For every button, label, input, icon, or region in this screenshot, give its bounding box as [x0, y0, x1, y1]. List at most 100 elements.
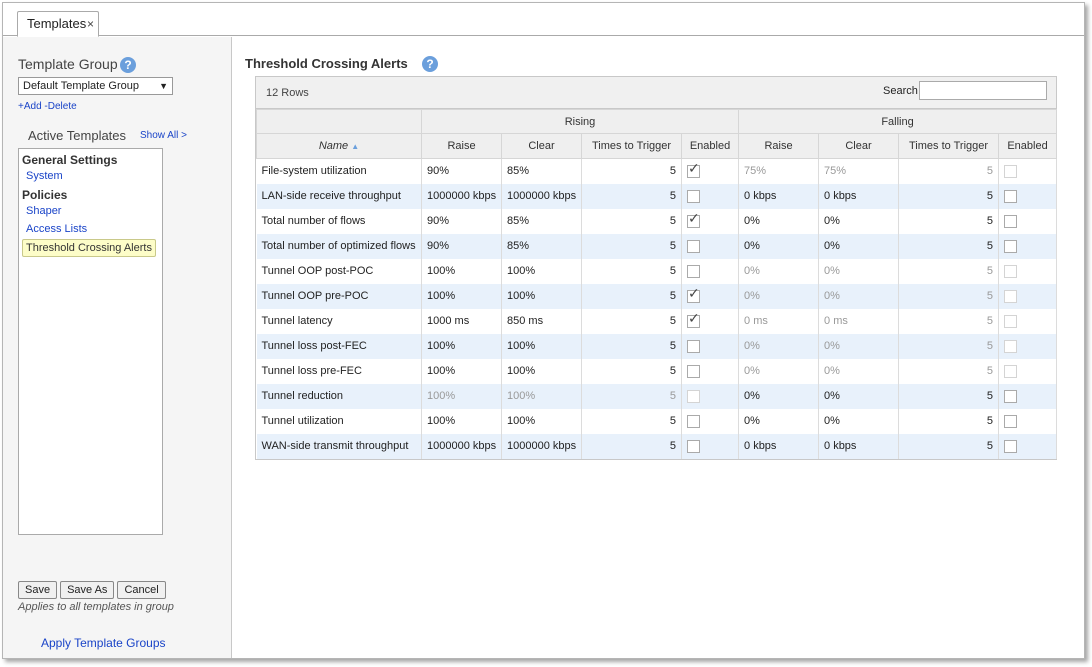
- row-name[interactable]: Tunnel latency: [256, 308, 422, 334]
- falling-clear-cell[interactable]: 0%: [818, 408, 900, 434]
- rising-clear-cell[interactable]: 100%: [501, 358, 582, 384]
- row-name[interactable]: File-system utilization: [256, 158, 422, 184]
- column-header-falling-enabled[interactable]: Enabled: [998, 133, 1058, 159]
- rising-times-cell[interactable]: 5: [581, 258, 682, 284]
- falling-times-cell[interactable]: 5: [898, 308, 1000, 334]
- row-name[interactable]: Tunnel OOP post-POC: [256, 258, 422, 284]
- falling-times-cell[interactable]: 5: [898, 283, 1000, 309]
- column-header-falling-clear[interactable]: Clear: [818, 133, 900, 159]
- falling-clear-cell[interactable]: 0%: [818, 283, 900, 309]
- falling-raise-cell[interactable]: 0%: [738, 358, 820, 384]
- row-name[interactable]: WAN-side transmit throughput: [256, 433, 422, 459]
- falling-raise-cell[interactable]: 0%: [738, 333, 820, 359]
- row-name[interactable]: Tunnel utilization: [256, 408, 422, 434]
- falling-raise-cell[interactable]: 0%: [738, 258, 820, 284]
- row-name[interactable]: Tunnel loss post-FEC: [256, 333, 422, 359]
- column-header-rising-clear[interactable]: Clear: [501, 133, 582, 159]
- rising-enabled-checkbox[interactable]: [687, 311, 700, 328]
- row-name[interactable]: Total number of optimized flows: [256, 233, 422, 259]
- tree-item-threshold-crossing-alerts[interactable]: Threshold Crossing Alerts: [22, 239, 156, 257]
- falling-clear-cell[interactable]: 0%: [818, 208, 900, 234]
- rising-raise-cell[interactable]: 90%: [421, 233, 502, 259]
- rising-raise-cell[interactable]: 100%: [421, 383, 502, 409]
- table-row[interactable]: Tunnel utilization 100% 100% 5 0% 0% 5: [256, 408, 1058, 434]
- rising-enabled-checkbox[interactable]: [687, 286, 700, 303]
- cancel-button[interactable]: Cancel: [117, 581, 166, 599]
- falling-enabled-checkbox[interactable]: [1004, 214, 1018, 228]
- rising-clear-cell[interactable]: 100%: [501, 408, 582, 434]
- delete-group-link[interactable]: -Delete: [44, 101, 77, 112]
- help-icon[interactable]: ?: [120, 57, 136, 73]
- falling-raise-cell[interactable]: 0%: [738, 283, 820, 309]
- rising-raise-cell[interactable]: 100%: [421, 358, 502, 384]
- row-name[interactable]: Total number of flows: [256, 208, 422, 234]
- tree-item-shaper[interactable]: Shaper: [26, 205, 62, 217]
- template-group-select[interactable]: Default Template Group ▼: [18, 77, 173, 95]
- table-row[interactable]: Tunnel OOP post-POC 100% 100% 5 0% 0% 5: [256, 258, 1058, 284]
- save-as-button[interactable]: Save As: [60, 581, 115, 599]
- rising-times-cell[interactable]: 5: [581, 433, 682, 459]
- rising-clear-cell[interactable]: 100%: [501, 283, 582, 309]
- falling-enabled-checkbox[interactable]: [1004, 389, 1018, 403]
- row-name[interactable]: Tunnel reduction: [256, 383, 422, 409]
- column-header-rising-raise[interactable]: Raise: [421, 133, 502, 159]
- rising-clear-cell[interactable]: 85%: [501, 158, 582, 184]
- help-icon[interactable]: ?: [422, 56, 438, 72]
- rising-enabled-checkbox[interactable]: [687, 439, 700, 453]
- falling-enabled-checkbox[interactable]: [1004, 439, 1018, 453]
- row-name[interactable]: Tunnel OOP pre-POC: [256, 283, 422, 309]
- rising-raise-cell[interactable]: 90%: [421, 208, 502, 234]
- falling-clear-cell[interactable]: 75%: [818, 158, 900, 184]
- falling-raise-cell[interactable]: 0 kbps: [738, 433, 820, 459]
- falling-clear-cell[interactable]: 0%: [818, 233, 900, 259]
- save-button[interactable]: Save: [18, 581, 58, 599]
- rising-times-cell[interactable]: 5: [581, 308, 682, 334]
- table-row[interactable]: WAN-side transmit throughput 1000000 kbps…: [256, 433, 1058, 459]
- table-row[interactable]: Tunnel reduction 100% 100% 5 0% 0% 5: [256, 383, 1058, 409]
- falling-clear-cell[interactable]: 0 kbps: [818, 433, 900, 459]
- rising-clear-cell[interactable]: 100%: [501, 258, 582, 284]
- rising-enabled-checkbox[interactable]: [687, 364, 700, 378]
- falling-times-cell[interactable]: 5: [898, 433, 1000, 459]
- add-group-link[interactable]: +Add: [18, 101, 42, 112]
- rising-enabled-checkbox[interactable]: [687, 211, 700, 228]
- falling-times-cell[interactable]: 5: [898, 408, 1000, 434]
- falling-enabled-checkbox[interactable]: [1004, 189, 1018, 203]
- rising-enabled-checkbox[interactable]: [687, 189, 700, 203]
- falling-times-cell[interactable]: 5: [898, 183, 1000, 209]
- close-icon[interactable]: ×: [86, 17, 94, 31]
- rising-times-cell[interactable]: 5: [581, 358, 682, 384]
- table-row[interactable]: LAN-side receive throughput 1000000 kbps 1…: [256, 183, 1058, 209]
- apply-template-groups-link[interactable]: Apply Template Groups: [41, 636, 166, 650]
- falling-enabled-checkbox[interactable]: [1004, 414, 1018, 428]
- rising-enabled-checkbox[interactable]: [687, 264, 700, 278]
- rising-times-cell[interactable]: 5: [581, 208, 682, 234]
- falling-times-cell[interactable]: 5: [898, 208, 1000, 234]
- rising-enabled-checkbox[interactable]: [687, 161, 700, 178]
- falling-clear-cell[interactable]: 0%: [818, 358, 900, 384]
- column-header-falling-times[interactable]: Times to Trigger: [898, 133, 1000, 159]
- falling-clear-cell[interactable]: 0%: [818, 333, 900, 359]
- tab-templates[interactable]: Templates ×: [17, 11, 99, 37]
- row-name[interactable]: LAN-side receive throughput: [256, 183, 422, 209]
- falling-clear-cell[interactable]: 0 ms: [818, 308, 900, 334]
- rising-times-cell[interactable]: 5: [581, 383, 682, 409]
- falling-raise-cell[interactable]: 0 kbps: [738, 183, 820, 209]
- falling-raise-cell[interactable]: 0%: [738, 233, 820, 259]
- falling-times-cell[interactable]: 5: [898, 358, 1000, 384]
- rising-enabled-checkbox[interactable]: [687, 339, 700, 353]
- table-row[interactable]: Tunnel loss post-FEC 100% 100% 5 0% 0% 5: [256, 333, 1058, 359]
- rising-times-cell[interactable]: 5: [581, 408, 682, 434]
- rising-clear-cell[interactable]: 85%: [501, 208, 582, 234]
- row-name[interactable]: Tunnel loss pre-FEC: [256, 358, 422, 384]
- rising-clear-cell[interactable]: 850 ms: [501, 308, 582, 334]
- rising-raise-cell[interactable]: 90%: [421, 158, 502, 184]
- falling-raise-cell[interactable]: 0 ms: [738, 308, 820, 334]
- rising-clear-cell[interactable]: 100%: [501, 383, 582, 409]
- rising-clear-cell[interactable]: 100%: [501, 333, 582, 359]
- falling-times-cell[interactable]: 5: [898, 233, 1000, 259]
- falling-times-cell[interactable]: 5: [898, 258, 1000, 284]
- rising-raise-cell[interactable]: 100%: [421, 408, 502, 434]
